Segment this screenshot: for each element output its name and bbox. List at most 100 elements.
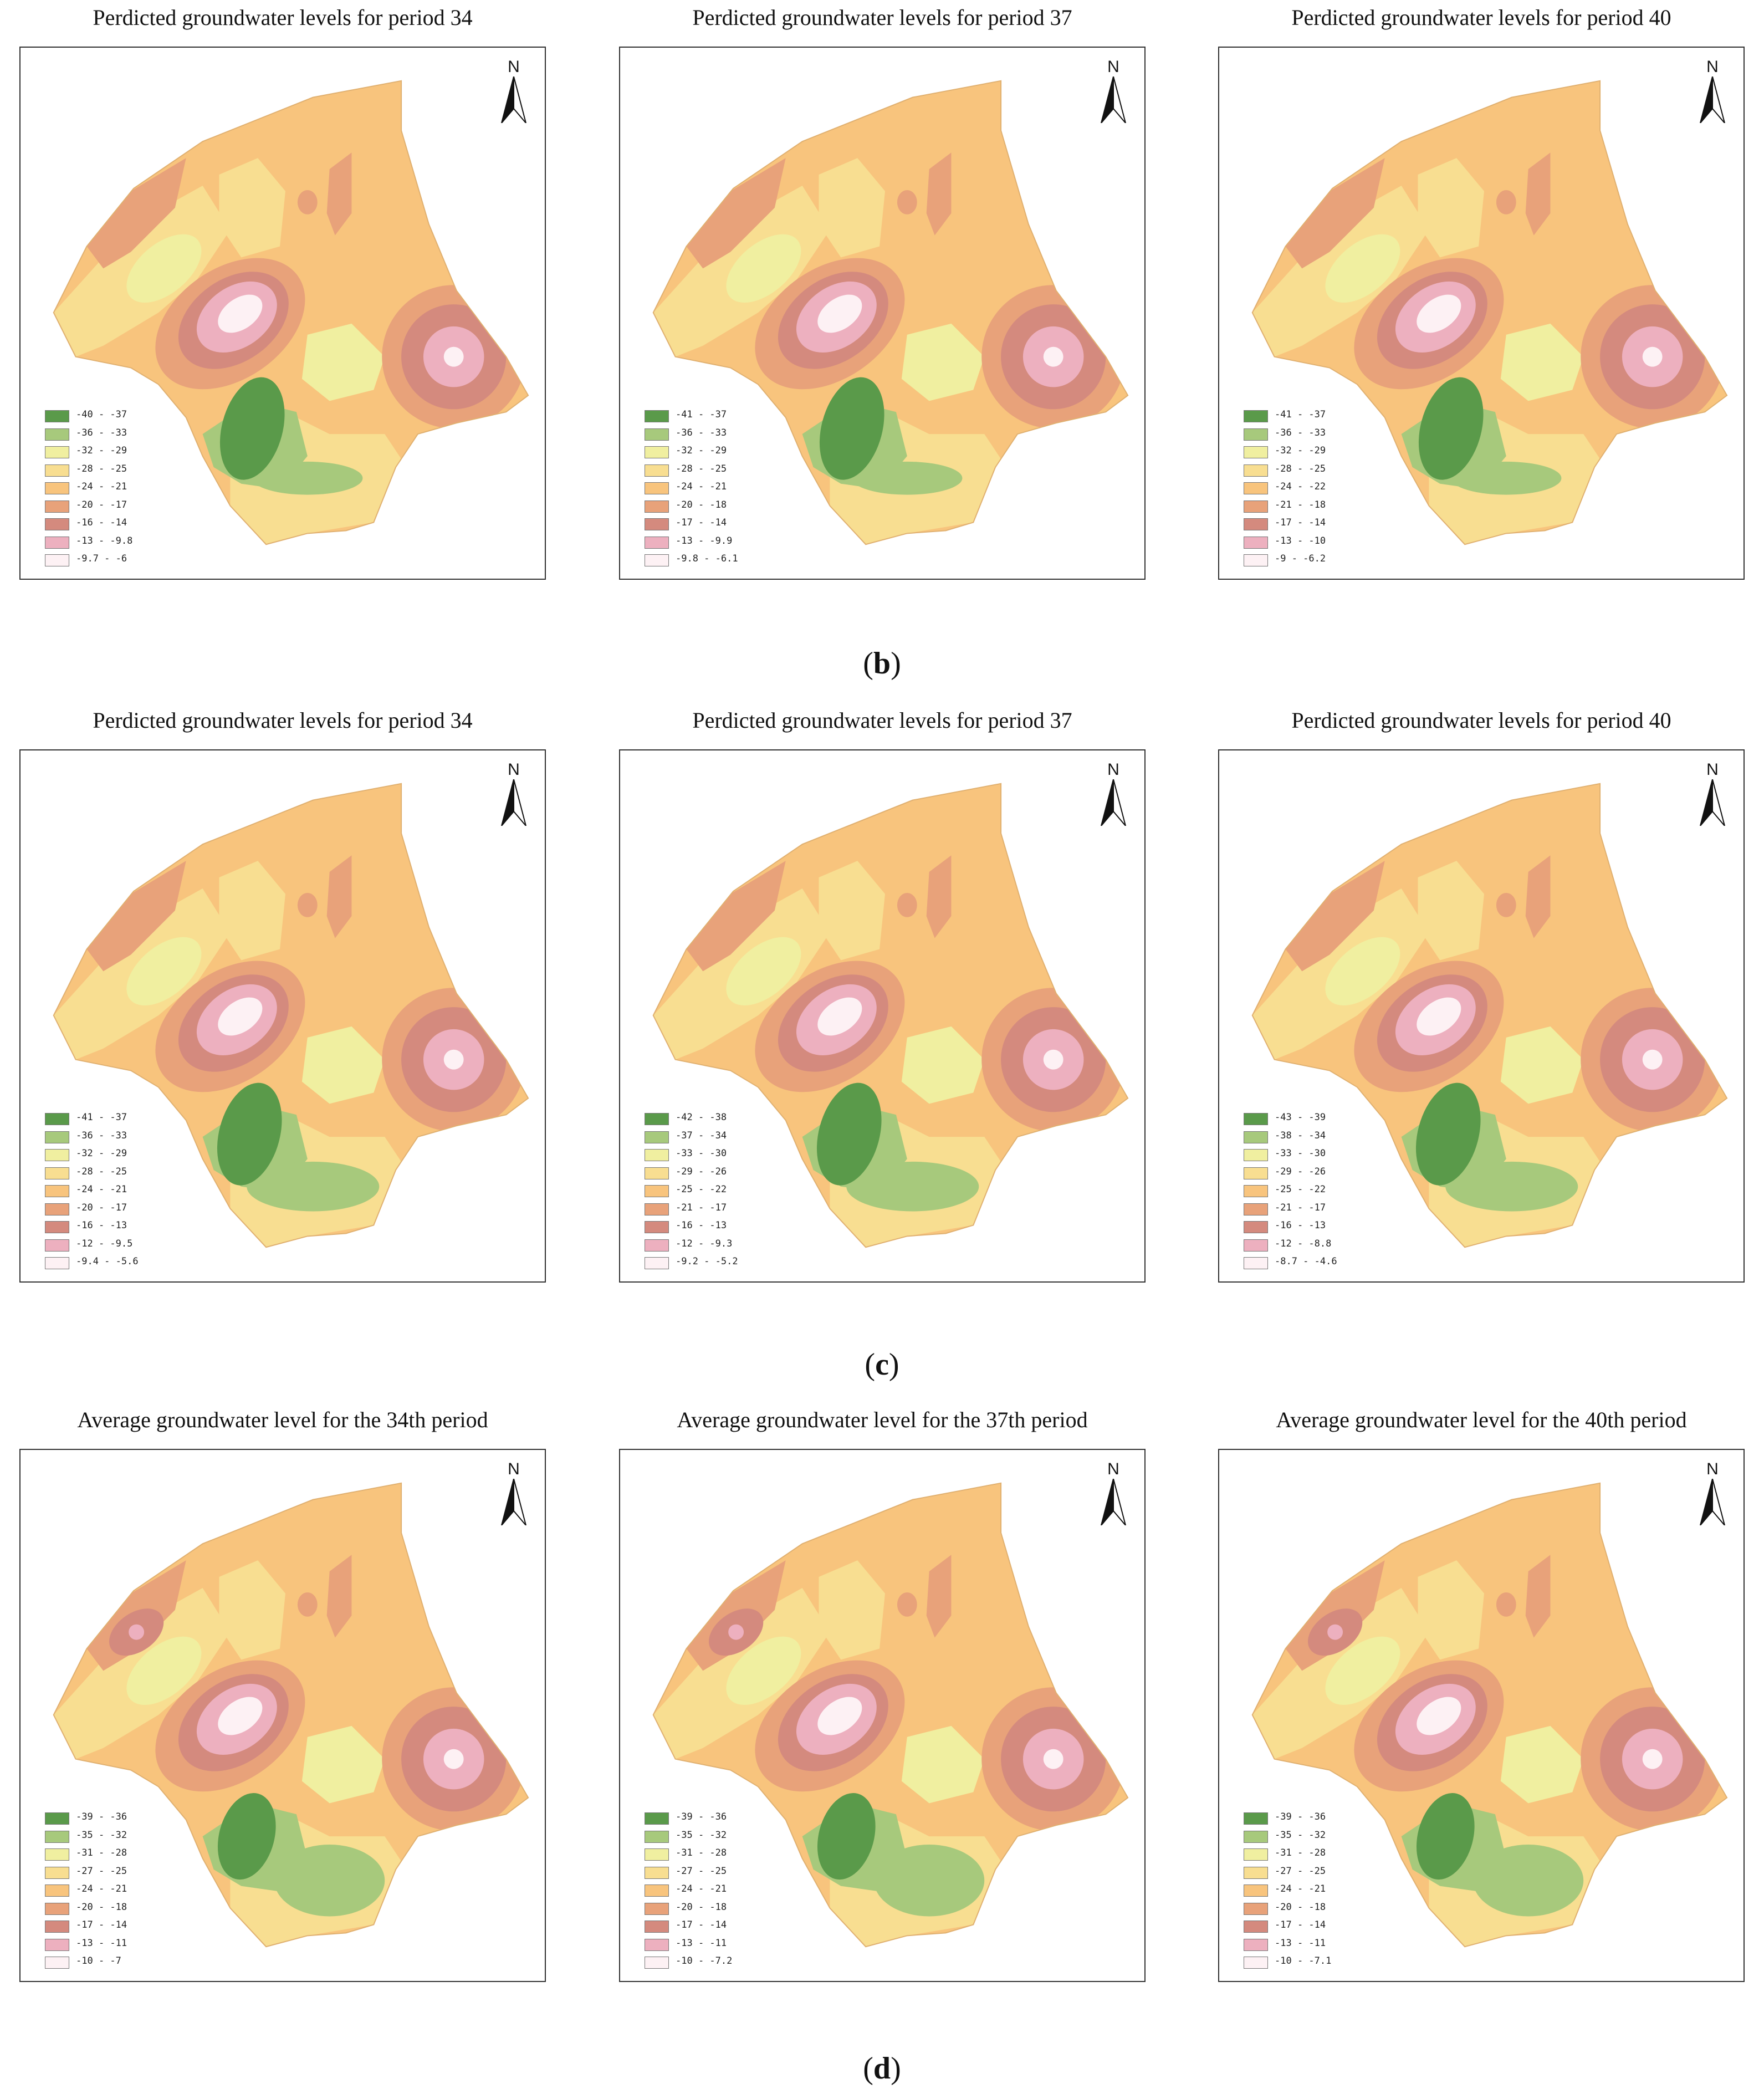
contour-lowest-zone xyxy=(217,1082,282,1186)
legend-swatch xyxy=(45,1239,69,1252)
contour-band-center xyxy=(901,1725,985,1804)
legend-label: -17 - -14 xyxy=(1275,1919,1326,1930)
legend-label: -17 - -14 xyxy=(676,517,727,528)
legend-label: -20 - -18 xyxy=(76,1901,127,1913)
legend-label: -9.4 - -5.6 xyxy=(76,1256,139,1267)
map-boundary xyxy=(1251,1482,1728,1948)
legend-swatch xyxy=(45,1812,69,1825)
legend-swatch xyxy=(1244,1149,1268,1161)
map-boundary xyxy=(1251,80,1728,545)
legend-label: -39 - -36 xyxy=(1275,1811,1326,1822)
legend-swatch xyxy=(1244,1866,1268,1879)
legend-swatch xyxy=(645,1812,669,1825)
legend-label: -31 - -28 xyxy=(76,1847,127,1858)
map-panel-c-1: Perdicted groundwater levels for period … xyxy=(19,703,546,1283)
legend-swatch xyxy=(1244,1938,1268,1951)
contour-green-lobe xyxy=(1451,461,1562,495)
contour-dot-core xyxy=(728,1624,744,1640)
legend-swatch xyxy=(645,482,669,494)
contour-ridge-north xyxy=(1525,855,1551,938)
legend-swatch xyxy=(1244,500,1268,513)
map-boundary xyxy=(652,80,1129,545)
map-boundary xyxy=(53,1482,529,1948)
legend-swatch xyxy=(645,1149,669,1161)
map-frame: N -40 - -37 -36 - -33 -32 - -29 -28 - -25 -24… xyxy=(19,47,546,580)
contour-lowest-zone xyxy=(1418,377,1484,480)
caption-letter: c xyxy=(875,1347,889,1382)
contour-spot-north xyxy=(1496,892,1516,917)
caption-letter: b xyxy=(873,646,891,681)
contour-lowest-zone xyxy=(219,377,285,480)
legend-label: -24 - -21 xyxy=(76,1184,127,1195)
legend-swatch xyxy=(45,500,69,513)
contour-lowest-zone xyxy=(217,1793,276,1880)
legend-swatch xyxy=(45,536,69,549)
legend-swatch xyxy=(45,1257,69,1269)
legend-label: -31 - -28 xyxy=(1275,1847,1326,1858)
legend-swatch xyxy=(645,410,669,422)
map-frame: N -39 - -36 -35 - -32 -31 - -28 -27 - -25 -24… xyxy=(19,1449,546,1982)
legend-label: -16 - -13 xyxy=(676,1220,727,1231)
legend-swatch xyxy=(45,1848,69,1861)
legend-label: -27 - -25 xyxy=(76,1865,127,1877)
contour-band-light xyxy=(126,937,202,1005)
legend-swatch xyxy=(1244,464,1268,477)
legend-label: -17 - -14 xyxy=(676,1919,727,1930)
contour-band-north xyxy=(819,861,885,961)
legend-label: -35 - -32 xyxy=(76,1829,127,1841)
legend-swatch xyxy=(645,554,669,566)
legend-label: -17 - -14 xyxy=(1275,517,1326,528)
legend-label: -25 - -22 xyxy=(1275,1184,1326,1195)
legend-label: -33 - -30 xyxy=(1275,1148,1326,1159)
legend-swatch xyxy=(1244,1921,1268,1933)
legend-swatch xyxy=(45,554,69,566)
legend-label: -35 - -32 xyxy=(1275,1829,1326,1841)
legend-swatch xyxy=(45,1167,69,1179)
map-panel-d-1: Average groundwater level for the 34th p… xyxy=(19,1402,546,1982)
legend-swatch xyxy=(45,428,69,441)
depression-cone-west-ring-3 xyxy=(817,294,862,333)
contour-spot-north xyxy=(1496,1592,1516,1617)
contour-green-lobe xyxy=(846,1161,979,1212)
legend-swatch xyxy=(645,1257,669,1269)
legend-swatch xyxy=(1244,1239,1268,1252)
north-label: N xyxy=(1107,760,1119,779)
legend-swatch xyxy=(645,1167,669,1179)
legend-label: -41 - -37 xyxy=(1275,409,1326,420)
legend-label: -29 - -26 xyxy=(1275,1166,1326,1177)
legend-swatch xyxy=(645,1866,669,1879)
legend-label: -8.7 - -4.6 xyxy=(1275,1256,1337,1267)
legend-swatch xyxy=(45,1221,69,1233)
contour-band-north xyxy=(819,158,885,258)
legend-swatch xyxy=(1244,1830,1268,1843)
contour-ridge-north xyxy=(326,1555,352,1638)
contour-band-light xyxy=(126,1636,202,1705)
legend-swatch xyxy=(1244,518,1268,530)
panel-title: Average groundwater level for the 37th p… xyxy=(677,1407,1088,1432)
legend-swatch xyxy=(1244,1185,1268,1197)
depression-cone-west-ring-3 xyxy=(817,1697,862,1735)
depression-cone-west-ring-3 xyxy=(1417,294,1461,333)
north-arrow-icon: N xyxy=(1097,1460,1130,1526)
legend-swatch xyxy=(1244,1203,1268,1215)
contour-band-center xyxy=(1500,1026,1584,1104)
contour-band-center xyxy=(301,1725,385,1804)
map-frame: N -41 - -37 -36 - -33 -32 - -29 -28 - -25 -24… xyxy=(1218,47,1745,580)
legend-swatch xyxy=(645,1830,669,1843)
legend-label: -16 - -13 xyxy=(76,1220,127,1231)
contour-band-center xyxy=(901,1026,985,1104)
contour-band-center xyxy=(901,323,985,401)
legend-label: -20 - -17 xyxy=(76,499,127,510)
map-frame: N -39 - -36 -35 - -32 -31 - -28 -27 - -25 -24… xyxy=(619,1449,1146,1982)
contour-map xyxy=(1251,783,1728,1248)
north-arrow-icon: N xyxy=(1097,58,1130,124)
legend-swatch xyxy=(45,1957,69,1969)
contour-band-north xyxy=(219,1560,285,1660)
map-boundary xyxy=(652,1482,1129,1948)
map-frame: N -39 - -36 -35 - -32 -31 - -28 -27 - -25 -24… xyxy=(1218,1449,1745,1982)
depression-cone-east-ring-3 xyxy=(443,1049,464,1070)
contour-band-northwest xyxy=(86,861,186,972)
north-label: N xyxy=(1706,58,1719,76)
legend-label: -36 - -33 xyxy=(676,427,727,438)
contour-ridge-north xyxy=(1525,152,1551,236)
